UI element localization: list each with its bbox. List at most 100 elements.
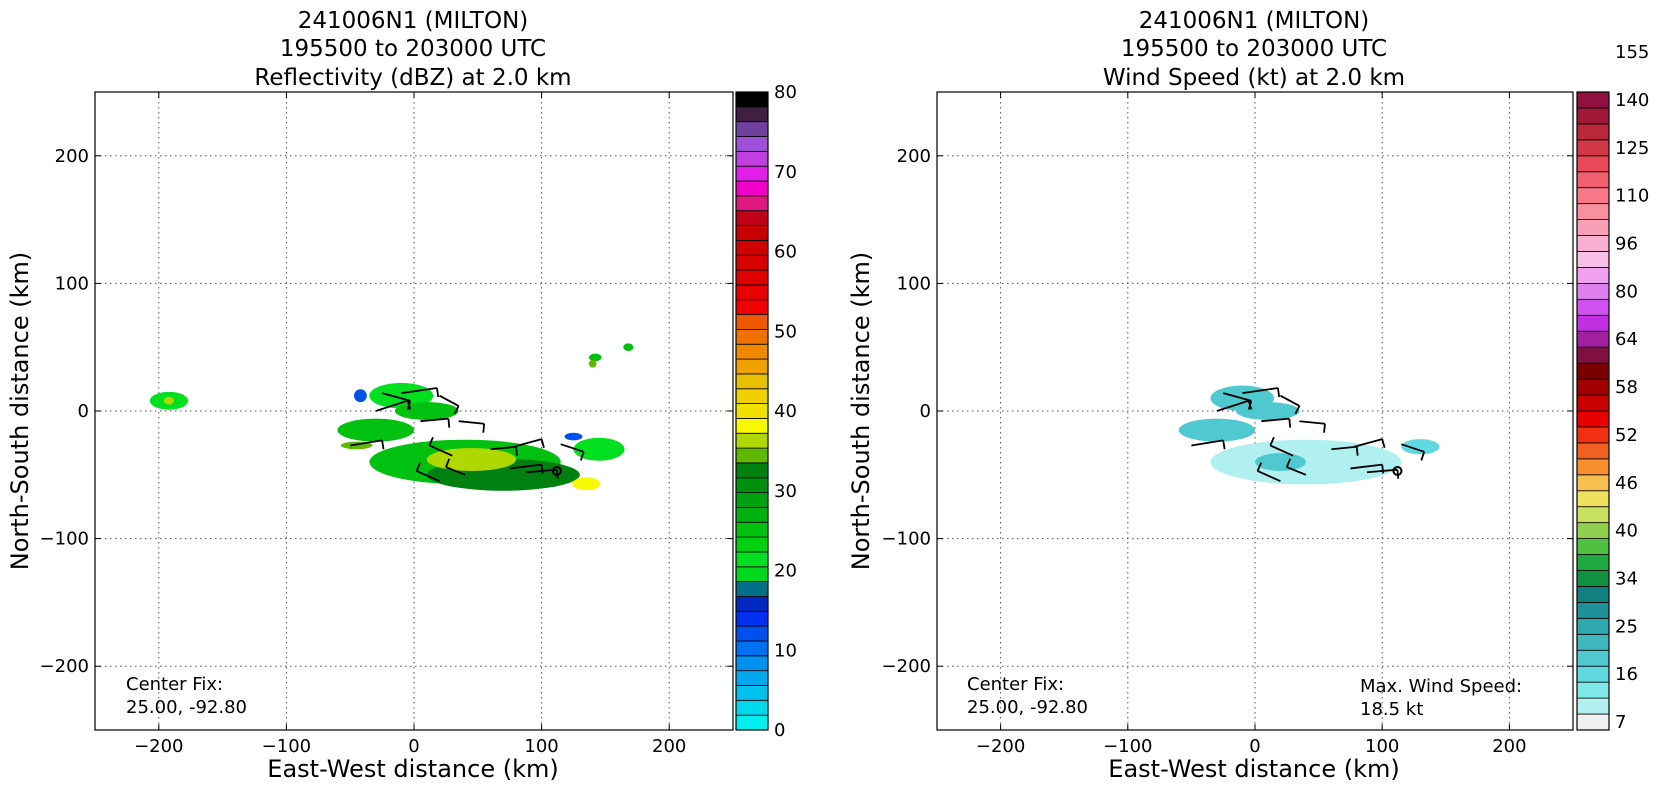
reflectivity-echo-cell [369,382,434,409]
wind-barb [428,436,453,457]
colorbar-frame [735,91,769,731]
wind-barb [1242,387,1281,398]
colorbar-tick-label: 110 [1615,186,1649,207]
colorbar-segment [1576,107,1610,125]
colorbar-tick-label: 60 [774,242,797,263]
colorbar-segment [735,314,769,330]
reflectivity-colorbar: 0 10 20 30 40 50 60 70 80 [735,82,797,741]
x-tick-label: −100 [262,736,311,757]
right-y-axis-label: North-South distance (km) [847,252,875,571]
reflectivity-echo-cell [564,432,583,441]
y-tick-label: −200 [40,656,89,677]
left-center-fix-line-2: 25.00, -92.80 [126,697,247,718]
colorbar-tick-label: 80 [774,82,797,103]
colorbar-segment [735,136,769,152]
colorbar-segment [1576,267,1610,284]
colorbar-segment [735,388,769,404]
left-x-axis-label: East-West distance (km) [267,755,558,783]
y-tick-label: 0 [78,401,89,422]
reflectivity-echo-cell [623,343,634,352]
reflectivity-echo-cell [163,396,175,405]
colorbar-tick-label: 40 [774,401,797,422]
colorbar-tick-label: 46 [1615,473,1638,494]
right-title-line-2: 195500 to 203000 UTC [1121,36,1387,62]
colorbar-segment [1576,570,1610,587]
wind-barb [513,438,545,448]
reflectivity-echo-cell [354,389,367,403]
wind-barb [1191,439,1226,450]
left-x-tick-labels: −200 −100 0 100 200 [134,736,686,757]
colorbar-segment [735,492,769,508]
reflectivity-plot-area [94,91,734,731]
colorbar-segment [1576,362,1610,380]
colorbar-segment [1576,697,1610,715]
colorbar-segment [1576,251,1610,268]
colorbar-segment [735,566,769,583]
left-title-line-1: 241006N1 (MILTON) [298,8,529,34]
colorbar-tick-label: 50 [774,321,797,342]
colorbar-tick-label: 58 [1615,377,1638,398]
colorbar-tick-label: 40 [1615,521,1638,542]
colorbar-tick-label: 20 [774,561,797,582]
y-tick-label: 200 [55,146,89,167]
colorbar-segment [1576,426,1610,444]
wind-barb [445,458,466,476]
wind-speed-cell [1210,439,1402,485]
wind-speed-cell [1235,402,1300,420]
wind-barb [420,417,451,428]
colorbar-tick-label: 0 [774,720,785,741]
colorbar-segment [735,462,769,479]
reflectivity-echo-cell [588,359,597,368]
wind-barb [490,445,518,456]
colorbar-segment [1576,91,1610,109]
colorbar-segment [735,596,769,612]
right-title-line-3: Wind Speed (kt) at 2.0 km [1103,65,1405,91]
colorbar-segment [1576,490,1610,508]
colorbar-segment [1576,171,1610,189]
max-wind-speed-line-1: Max. Wind Speed: [1360,676,1522,697]
wind-speed-cell [1401,439,1440,455]
right-y-tick-labels: −200 −100 0 100 200 [882,146,931,677]
colorbar-segment [1576,442,1610,460]
colorbar-segment [1576,633,1610,651]
wind-barb [1353,438,1386,448]
colorbar-segment [735,551,769,568]
y-tick-label: 100 [55,273,89,294]
colorbar-segment [735,432,769,449]
colorbar-tick-label: 7 [1615,712,1626,733]
colorbar-segment [1576,314,1610,332]
colorbar-segment [735,195,769,212]
wind-barb [509,463,544,474]
colorbar-segment [735,655,769,672]
y-tick-label: −100 [882,529,931,550]
colorbar-tick-label: 25 [1615,616,1638,637]
right-center-fix-line-1: Center Fix: [967,674,1064,695]
colorbar-segment [1576,298,1610,316]
colorbar-segment [1576,155,1610,173]
colorbar-segment [735,477,769,494]
colorbar-segment [735,239,769,256]
colorbar-tick-label: 30 [774,481,797,502]
wind-speed-plot-area [936,91,1574,731]
colorbar-segment [735,447,769,464]
colorbar-segment [735,581,769,597]
wind-speed-colorbar: 7 16 25 34 40 46 52 58 64 80 96 110 125 140 155 [1576,42,1649,733]
colorbar-segment [735,284,769,301]
colorbar-segment [735,373,769,390]
colorbar-segment [1576,282,1610,300]
colorbar-segment [1576,681,1610,699]
colorbar-segment [1576,617,1610,635]
colorbar-segment [735,254,769,271]
wind-barb [375,399,412,412]
wind-barb [1269,436,1294,457]
x-tick-label: 200 [1492,736,1526,757]
right-center-fix-line-2: 25.00, -92.80 [967,697,1088,718]
y-tick-label: −200 [882,656,931,677]
colorbar-tick-label: 140 [1615,90,1649,111]
colorbar-segment [735,670,769,686]
colorbar-segment [735,699,769,716]
colorbar-segment [1576,649,1610,667]
colorbar-segment [735,507,769,523]
wind-barb [1216,399,1253,412]
